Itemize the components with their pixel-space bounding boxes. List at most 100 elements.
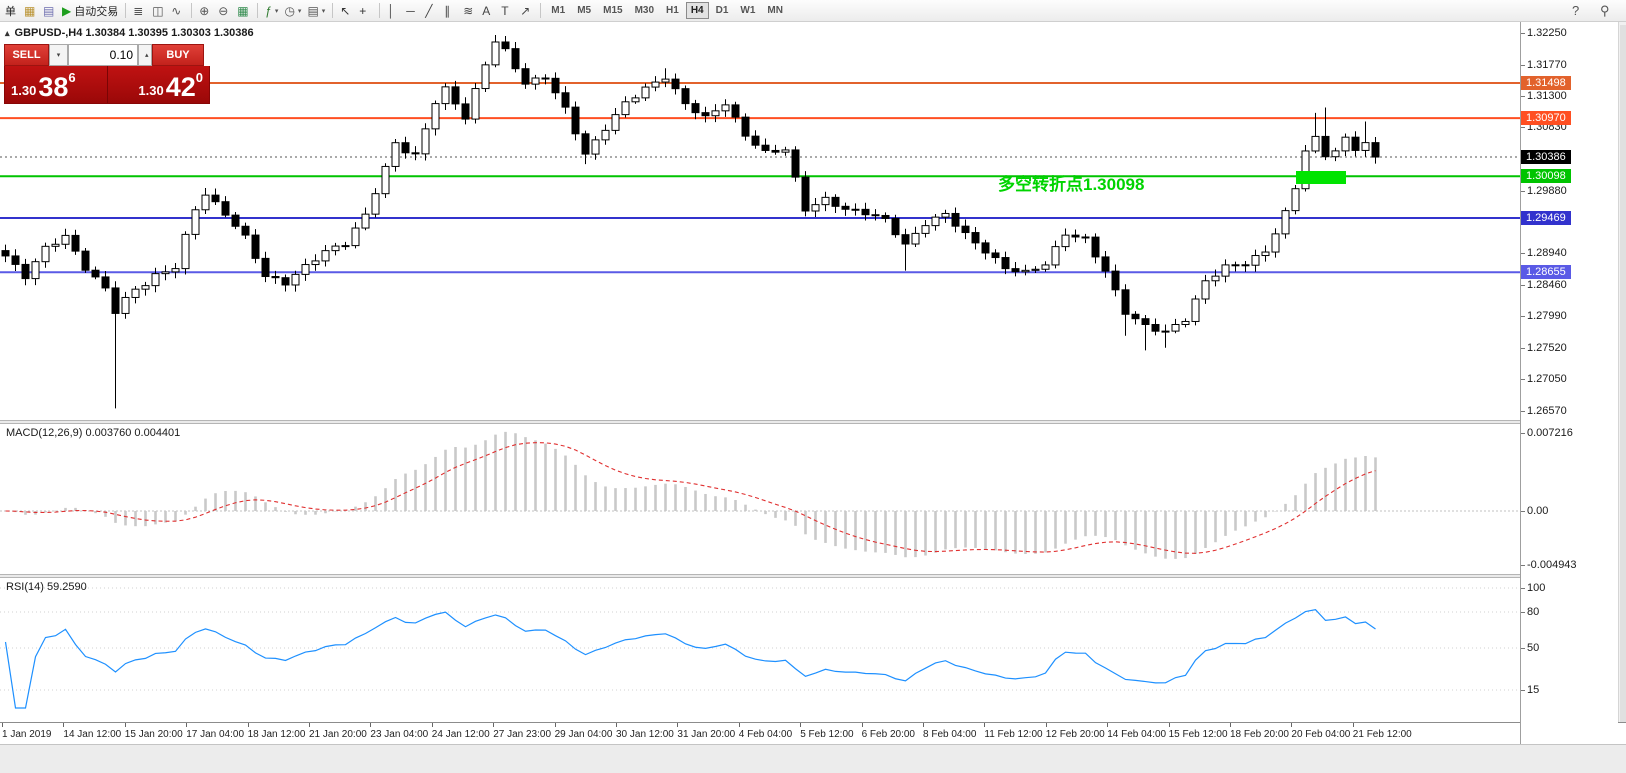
time-axis-label: 20 Feb 04:00 (1291, 729, 1351, 740)
timeframe-h4-button[interactable]: H4 (685, 2, 709, 19)
toolbar-separator (332, 3, 334, 18)
chevron-up-icon: ▴ (145, 52, 149, 59)
sell-price-button[interactable]: 1.30 38 6 (5, 66, 108, 103)
time-axis-label: 17 Jan 04:00 (186, 729, 245, 740)
rsi-indicator-panel[interactable] (0, 578, 1520, 722)
profiles-icon[interactable]: ▤ (40, 1, 59, 21)
auto-trading-button[interactable]: ▶ 自动交易 (59, 1, 121, 21)
timeframe-m30-button[interactable]: M30 (630, 2, 659, 19)
bar-chart-icon[interactable]: ≣ (130, 1, 149, 21)
buy-price-base: 1.30 (138, 83, 164, 98)
time-axis-label: 31 Jan 20:00 (677, 729, 736, 740)
axis-tick-mark (1521, 379, 1525, 381)
timeframe-mn-button[interactable]: MN (762, 2, 788, 19)
timeframe-h1-button[interactable]: H1 (661, 2, 684, 19)
panel-divider-macd[interactable] (0, 420, 1626, 424)
new-order-button-label: 单 (5, 5, 16, 18)
horizontal-line-icon[interactable]: ─ (403, 1, 422, 21)
arrows-icon: ↗ (520, 3, 531, 18)
volume-increase-button[interactable]: ▴ (138, 44, 152, 66)
timeframe-m15-button[interactable]: M15 (598, 2, 627, 19)
time-tick-mark (800, 723, 802, 727)
zoom-in-icon[interactable]: ⊕ (196, 1, 215, 21)
timeframe-m5-button[interactable]: M5 (572, 2, 596, 19)
price-tick-label: 1.27990 (1527, 310, 1567, 323)
axis-tick-mark (1521, 32, 1525, 34)
text-icon[interactable]: A (479, 1, 498, 21)
time-axis-label: 21 Feb 12:00 (1352, 729, 1412, 740)
rsi-scale-label: 80 (1527, 606, 1540, 618)
chevron-down-icon: ▾ (297, 7, 302, 15)
templates-icon: ▤ (307, 3, 319, 18)
volume-input[interactable] (68, 44, 138, 66)
axis-tick-mark (1521, 511, 1525, 512)
vertical-scrollbar[interactable] (1618, 22, 1626, 744)
axis-tick-mark (1521, 253, 1525, 255)
templates-icon[interactable]: ▤ ▾ (304, 1, 328, 21)
new-order-button[interactable]: 单 (2, 1, 21, 21)
tile-windows-icon[interactable]: ▦ (234, 1, 253, 21)
time-tick-mark (431, 723, 433, 727)
macd-label: MACD(12,26,9) 0.003760 0.004401 (6, 427, 181, 439)
new-chart-icon: ▦ (24, 3, 36, 18)
fibonacci-icon[interactable]: ≋ (460, 1, 479, 21)
zoom-out-icon[interactable]: ⊖ (215, 1, 234, 21)
price-tick-label: 1.27520 (1527, 341, 1567, 354)
time-tick-mark (370, 723, 372, 727)
sell-button[interactable]: SELL (4, 44, 49, 66)
price-tick-label: 1.31300 (1527, 90, 1567, 103)
timeframe-d1-button[interactable]: D1 (711, 2, 734, 19)
turning-point-annotation: 多空转折点1.30098 (998, 175, 1145, 194)
candlestick-chart[interactable] (0, 22, 1520, 420)
vertical-line-icon[interactable]: │ (384, 1, 403, 21)
timeframe-m1-button[interactable]: M1 (546, 2, 570, 19)
buy-button[interactable]: BUY (152, 44, 204, 66)
cursor-icon[interactable]: ↖ (337, 1, 356, 21)
arrows-icon[interactable]: ↗ (517, 1, 536, 21)
bar-chart-icon: ≣ (133, 3, 144, 18)
price-tick-label: 1.31770 (1527, 58, 1567, 71)
chevron-down-icon: ▾ (321, 7, 326, 15)
scrollbar-thumb[interactable] (1620, 25, 1626, 725)
one-click-collapse-icon[interactable]: ▴ (5, 27, 10, 38)
search-icon[interactable]: ⚲ (1597, 1, 1616, 21)
time-axis-label: 4 Feb 04:00 (738, 729, 793, 740)
candlestick-chart-icon[interactable]: ◫ (149, 1, 168, 21)
panel-divider-rsi[interactable] (0, 574, 1626, 578)
line-chart-icon[interactable]: ∿ (168, 1, 187, 21)
price-axis[interactable]: 1.322501.317701.313001.308301.303501.298… (1520, 22, 1618, 744)
channel-icon[interactable]: ∥ (441, 1, 460, 21)
help-icon[interactable]: ? (1569, 1, 1588, 21)
macd-scale-label: 0.00 (1527, 505, 1549, 517)
crosshair-icon[interactable]: + (356, 1, 375, 21)
timeframe-w1-button[interactable]: W1 (735, 2, 760, 19)
volume-dropdown-button[interactable]: ▾ (49, 44, 68, 66)
sell-price-pips: 38 (38, 72, 69, 103)
time-tick-mark (1291, 723, 1293, 727)
toolbar-right-group: ? ⚲ (1569, 1, 1626, 21)
time-axis-label: 15 Jan 20:00 (124, 729, 183, 740)
time-axis-label: 27 Jan 23:00 (493, 729, 552, 740)
toolbar-separator (125, 3, 127, 18)
toolbar-separator (540, 3, 542, 18)
price-tick-label: 1.27050 (1527, 373, 1567, 386)
symbol-info: ▴ GBPUSD-,H4 1.30384 1.30395 1.30303 1.3… (5, 27, 254, 39)
trendline-icon[interactable]: ╱ (422, 1, 441, 21)
periods-icon: ◷ (284, 3, 295, 18)
time-tick-mark (124, 723, 126, 727)
new-chart-icon[interactable]: ▦ (21, 1, 40, 21)
rsi-scale-label: 50 (1527, 642, 1540, 654)
periods-icon[interactable]: ◷ ▾ (281, 1, 304, 21)
one-click-trading-panel: SELL ▾ ▴ BUY 1.30 38 6 1.30 42 0 (4, 44, 210, 104)
time-tick-mark (1230, 723, 1231, 727)
time-axis-label: 12 Feb 20:00 (1045, 729, 1105, 740)
text-label-icon[interactable]: T (498, 1, 517, 21)
buy-price-button[interactable]: 1.30 42 0 (108, 66, 210, 103)
macd-indicator-panel[interactable] (0, 424, 1520, 574)
time-tick-mark (186, 723, 188, 727)
axis-tick-mark (1521, 433, 1525, 434)
time-tick-mark (247, 723, 249, 727)
crosshair-icon: + (359, 3, 367, 18)
time-axis[interactable]: 1 Jan 2019 14 Jan 12:00 15 Jan 20:00 17 Jan… (0, 722, 1626, 744)
indicators-icon[interactable]: ƒ ▾ (262, 1, 281, 21)
